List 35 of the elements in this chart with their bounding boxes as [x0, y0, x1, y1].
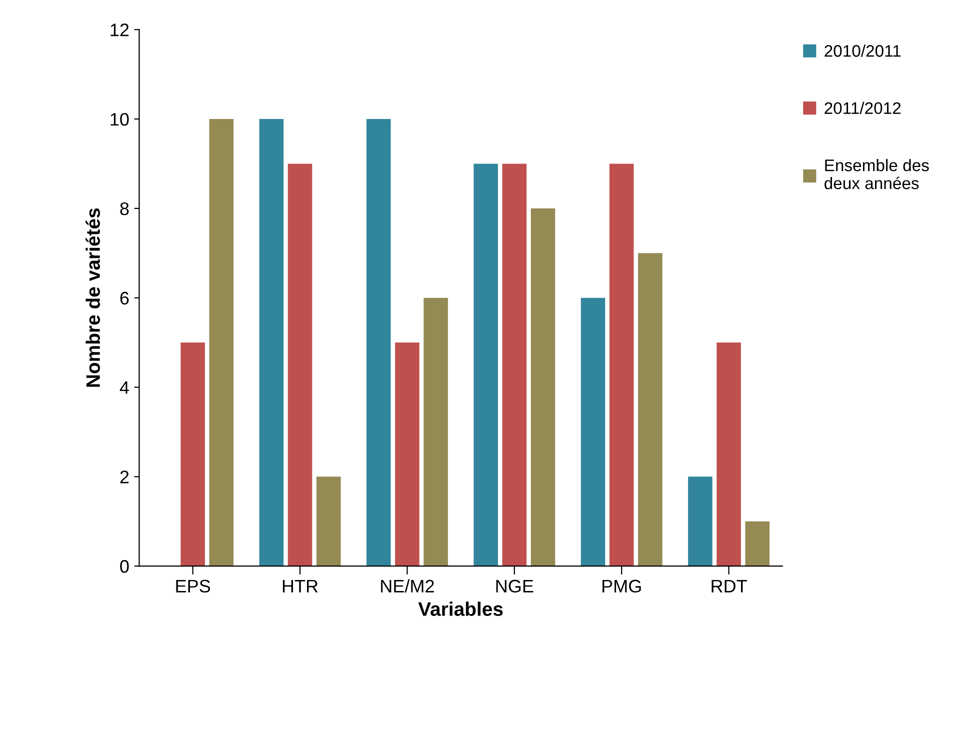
legend-label: 2010/2011	[824, 44, 901, 57]
y-tick-label: 12	[110, 24, 129, 36]
y-tick-label: 10	[110, 112, 129, 126]
bar	[395, 342, 420, 566]
bar	[288, 164, 312, 566]
bar	[638, 253, 662, 566]
y-axis-title: Nombre de variétés	[86, 208, 100, 387]
x-tick-label: EPS	[176, 580, 210, 593]
bar	[580, 298, 606, 566]
x-tick-label: PMG	[602, 580, 641, 593]
x-tick-label: NGE	[496, 580, 534, 593]
bar	[259, 119, 284, 566]
legend-label: Ensemble des deux années	[824, 159, 929, 190]
bar	[745, 521, 770, 566]
y-tick-label: 6	[120, 292, 129, 305]
bar	[316, 476, 341, 566]
y-tick-label: 8	[120, 202, 129, 216]
y-tick-label: 0	[120, 560, 129, 573]
x-tick-label: NE/M2	[381, 579, 434, 593]
bar	[209, 119, 234, 566]
y-tick-label: 2	[120, 470, 129, 484]
x-tick-label: RDT	[712, 580, 747, 592]
bar	[716, 342, 741, 566]
x-axis-title: Variables	[418, 602, 503, 616]
bar	[502, 164, 527, 566]
bar	[609, 164, 634, 566]
bar	[530, 208, 556, 566]
bar	[180, 342, 205, 566]
legend-label: 2011/2012	[824, 102, 901, 114]
y-tick-label: 4	[120, 381, 129, 394]
bar	[688, 476, 712, 566]
bar	[424, 298, 448, 566]
x-tick-label: HTR	[282, 580, 318, 592]
bar	[366, 119, 391, 566]
bar	[474, 164, 498, 566]
